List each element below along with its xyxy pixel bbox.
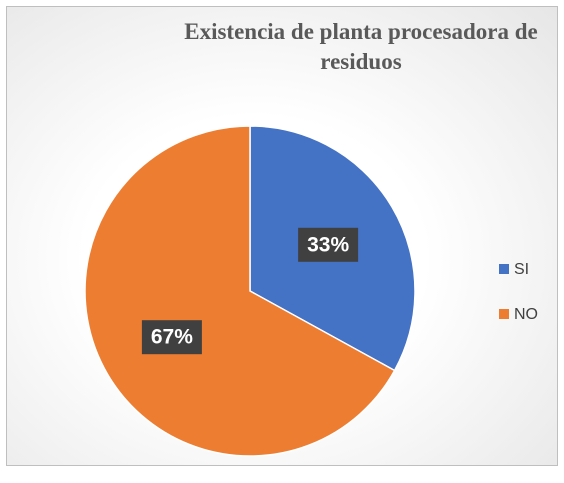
pie-slice — [84, 125, 396, 457]
data-label: 67% — [151, 326, 193, 349]
legend-swatch — [499, 309, 509, 319]
chart-title: Existencia de planta procesadora de resi… — [184, 19, 538, 74]
chart: 33% 67% SI NO — [84, 125, 538, 457]
legend-label: SI — [514, 261, 529, 278]
data-label-box — [141, 320, 202, 355]
chart-frame: 33% 67% SI NO Existencia de planta procesad… — [6, 6, 558, 466]
data-label: 33% — [307, 233, 349, 256]
data-label-box — [298, 227, 359, 262]
legend-swatch — [499, 264, 509, 274]
legend-label: NO — [514, 306, 538, 323]
